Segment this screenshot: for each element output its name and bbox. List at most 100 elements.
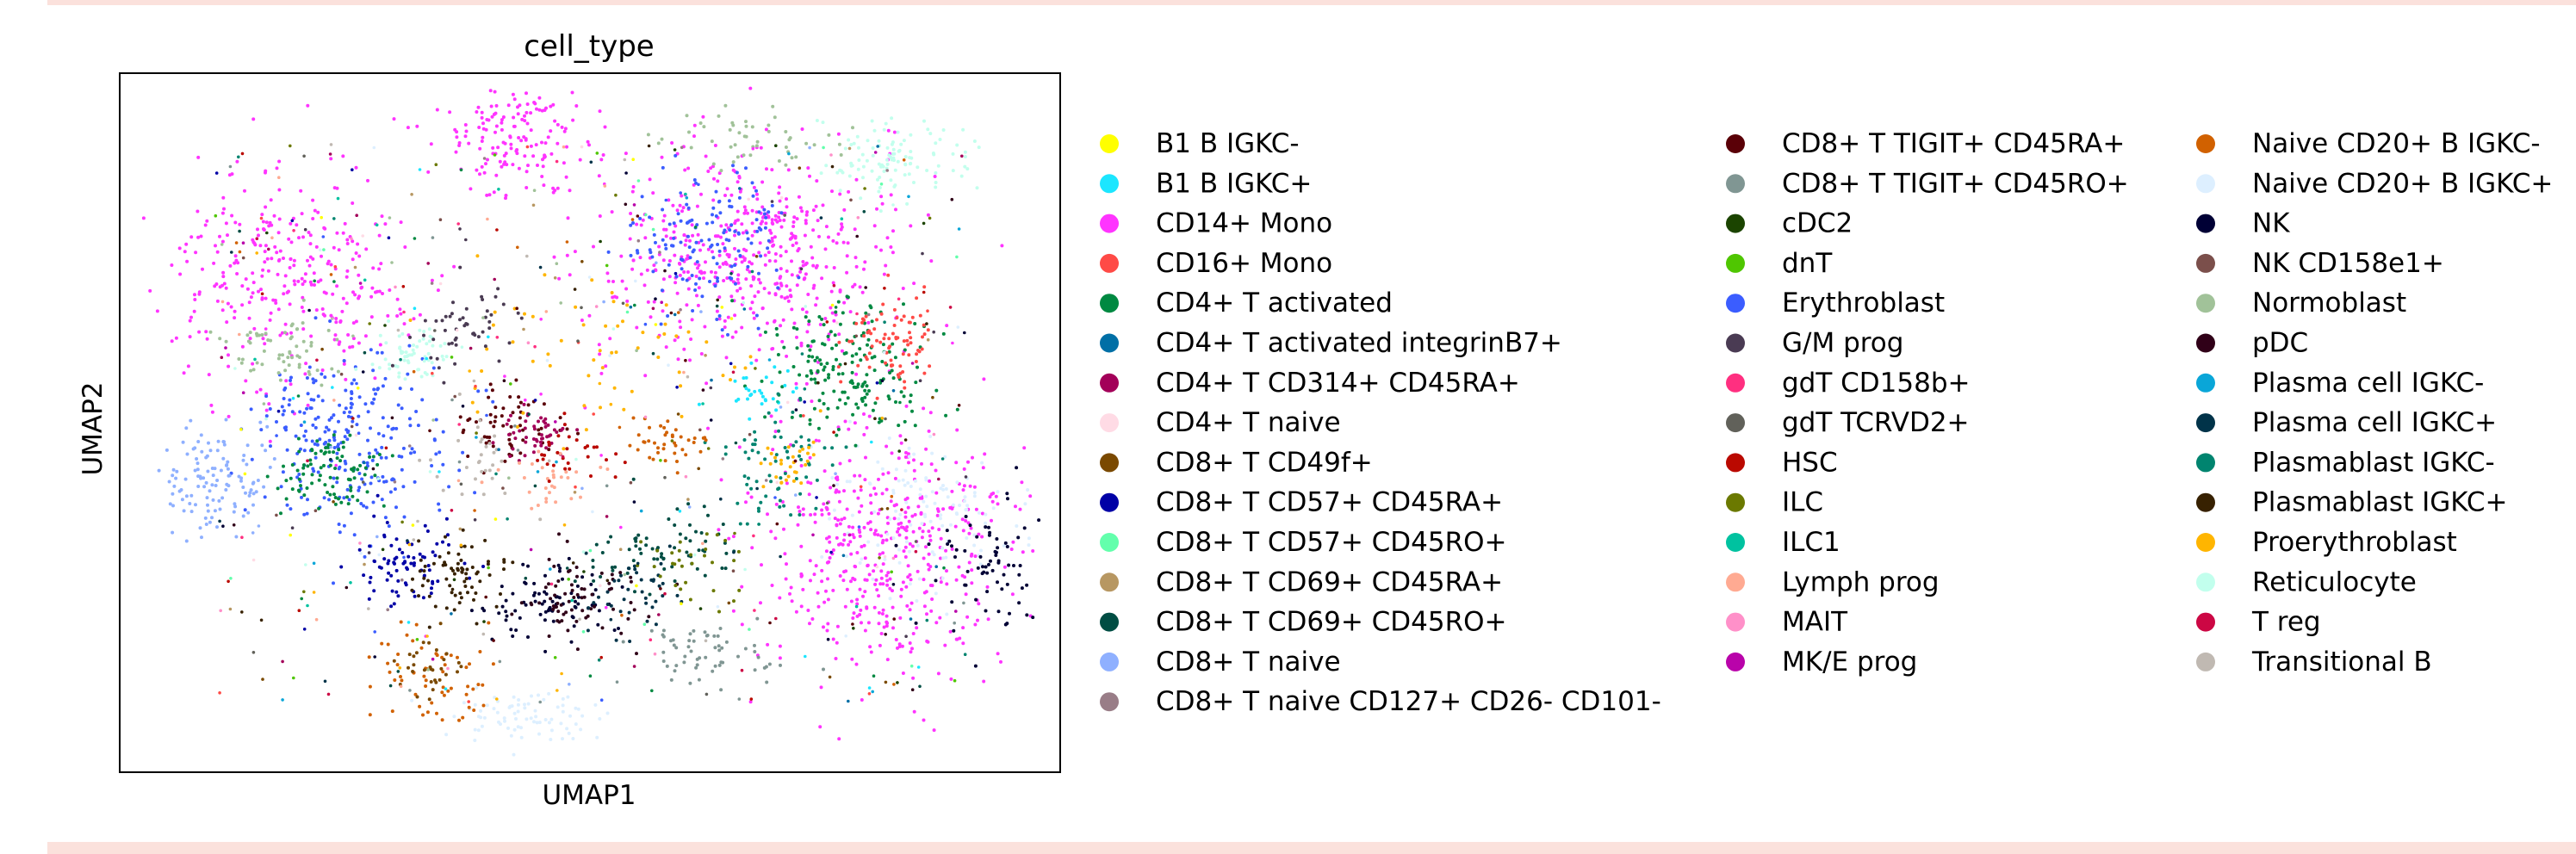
point-cd8-t-cd49f bbox=[427, 697, 431, 702]
point-cd14-mono bbox=[340, 309, 345, 313]
point-reticulocyte bbox=[963, 164, 967, 169]
point-naive-cd20-b-igkc bbox=[661, 447, 666, 451]
point-nk bbox=[612, 628, 617, 632]
point-cd4-t-cd314-cd45ra bbox=[491, 441, 495, 445]
point-cd14-mono bbox=[788, 237, 792, 241]
point-plasmablast-igkc bbox=[776, 392, 780, 396]
point-b1-b-igkc bbox=[418, 168, 422, 171]
point-cd14-mono bbox=[804, 272, 808, 276]
point-pdc bbox=[371, 467, 376, 471]
point-naive-cd20-b-igkc bbox=[868, 482, 872, 486]
point-mait bbox=[932, 432, 936, 436]
point-cd14-mono bbox=[945, 569, 948, 573]
point-ilc bbox=[733, 531, 736, 535]
point-cd14-mono bbox=[817, 234, 821, 238]
point-lymph-prog bbox=[486, 217, 489, 221]
point-cd14-mono bbox=[779, 419, 783, 424]
point-nk bbox=[952, 628, 956, 633]
point-cd14-mono bbox=[642, 283, 647, 288]
point-cd14-mono bbox=[767, 291, 772, 295]
point-cd16-mono bbox=[860, 320, 864, 325]
point-naive-cd20-b-igkc bbox=[561, 703, 565, 708]
point-erythroblast bbox=[321, 235, 326, 238]
point-nk bbox=[934, 579, 938, 583]
point-nk bbox=[500, 604, 505, 609]
point-cd4-t-activated bbox=[340, 455, 345, 459]
point-cd14-mono bbox=[842, 570, 846, 574]
point-cd14-mono bbox=[486, 158, 489, 162]
point-normoblast bbox=[784, 163, 788, 167]
point-cd8-t-cd69-cd45ro bbox=[533, 484, 537, 488]
legend-label-hsc: HSC bbox=[1782, 447, 1838, 478]
point-erythroblast bbox=[383, 516, 388, 520]
point-cd14-mono bbox=[827, 235, 830, 239]
point-gdt-tcrvd2 bbox=[580, 306, 583, 310]
point-cd14-mono bbox=[523, 154, 527, 158]
point-b1-b-igkc bbox=[746, 397, 749, 401]
point-cd14-mono bbox=[854, 662, 859, 666]
point-cd8-t-cd69-cd45ro bbox=[606, 540, 611, 544]
point-cd14-mono bbox=[786, 168, 791, 172]
point-cd14-mono bbox=[810, 256, 815, 260]
point-naive-cd20-b-igkc bbox=[493, 696, 497, 700]
point-transitional-b bbox=[367, 607, 370, 610]
point-g-m-prog bbox=[454, 336, 458, 340]
point-cd14-mono bbox=[624, 152, 628, 156]
point-cd14-mono bbox=[406, 126, 410, 130]
point-b1-b-igkc bbox=[744, 375, 748, 380]
point-t-reg bbox=[900, 508, 903, 511]
point-cd14-mono bbox=[193, 298, 197, 301]
point-plasmablast-igkc bbox=[749, 486, 754, 491]
point-plasmablast-igkc bbox=[506, 517, 509, 521]
point-plasmablast-igkc bbox=[807, 462, 811, 467]
point-cd14-mono bbox=[861, 594, 865, 598]
point-cd8-t-naive-cd127-cd26-cd101 bbox=[658, 251, 661, 254]
point-cd14-mono bbox=[785, 284, 789, 288]
point-cd16-mono bbox=[891, 331, 895, 336]
point-cd14-mono bbox=[990, 499, 995, 504]
point-plasmablast-igkc bbox=[807, 438, 811, 442]
point-erythroblast bbox=[313, 316, 318, 320]
point-naive-cd20-b-igkc bbox=[944, 487, 948, 491]
point-mait bbox=[643, 415, 648, 419]
point-cd14-mono bbox=[251, 238, 255, 242]
legend-marker-plasma-cell-igkc bbox=[2196, 373, 2215, 393]
point-cd14-mono bbox=[725, 187, 729, 191]
point-erythroblast bbox=[302, 449, 307, 453]
point-cd4-t-cd314-cd45ra bbox=[561, 426, 565, 430]
point-normoblast bbox=[687, 130, 691, 134]
point-cd14-mono bbox=[832, 319, 836, 323]
point-cd14-mono bbox=[731, 535, 736, 539]
point-erythroblast bbox=[289, 379, 292, 382]
point-erythroblast bbox=[660, 288, 664, 293]
point-normoblast bbox=[262, 349, 266, 353]
point-cd8-t-cd49f bbox=[414, 651, 419, 655]
point-lymph-prog bbox=[551, 469, 556, 473]
point-cd14-mono bbox=[723, 319, 727, 323]
point-cd14-mono bbox=[309, 334, 313, 338]
point-cd14-mono bbox=[257, 289, 260, 294]
point-cd8-t-cd57-cd45ra bbox=[429, 591, 433, 596]
point-cd14-mono bbox=[309, 282, 313, 287]
point-cd4-t-activated bbox=[363, 466, 368, 470]
point-cd14-mono bbox=[277, 257, 282, 262]
point-cd4-t-cd314-cd45ra bbox=[506, 418, 511, 423]
point-cd16-mono bbox=[887, 337, 891, 341]
point-reticulocyte bbox=[425, 342, 429, 346]
point-cd16-mono bbox=[898, 371, 903, 375]
point-cd16-mono bbox=[869, 331, 873, 336]
point-reticulocyte bbox=[922, 119, 926, 123]
point-cd14-mono bbox=[212, 261, 216, 265]
point-ilc bbox=[678, 540, 682, 544]
point-cd8-t-naive bbox=[239, 476, 244, 480]
point-cd4-t-activated bbox=[822, 365, 827, 369]
point-nk bbox=[567, 556, 571, 560]
point-naive-cd20-b-igkc bbox=[675, 471, 680, 475]
point-cd8-t-cd57-cd45ra bbox=[421, 596, 425, 600]
point-erythroblast bbox=[686, 234, 690, 238]
point-cd14-mono bbox=[373, 376, 377, 381]
point-cd4-t-activated bbox=[322, 463, 326, 467]
point-nk bbox=[543, 649, 548, 653]
point-hsc bbox=[589, 474, 593, 478]
point-g-m-prog bbox=[483, 315, 487, 319]
